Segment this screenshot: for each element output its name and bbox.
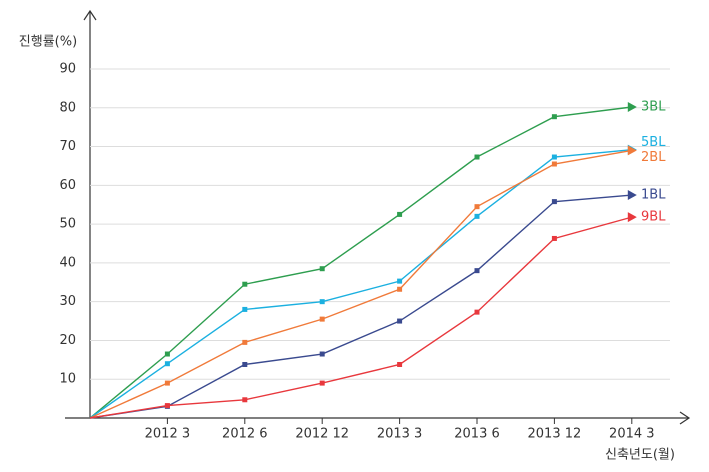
- marker: [474, 309, 480, 315]
- marker: [319, 316, 325, 322]
- series-label: 5BL: [641, 135, 666, 150]
- marker: [551, 235, 557, 241]
- series-label: 2BL: [641, 150, 666, 165]
- line: [89, 216, 632, 419]
- x-tick-label: 2013 3: [377, 427, 423, 442]
- marker: [319, 266, 325, 272]
- x-tick-label: 2014 3: [609, 427, 655, 442]
- marker: [397, 286, 403, 292]
- marker: [551, 114, 557, 120]
- x-tick-label: 2013 12: [528, 427, 582, 442]
- marker: [242, 397, 248, 403]
- marker: [164, 361, 170, 367]
- y-axis-title: 진행률(%): [19, 34, 77, 50]
- x-tick-label: 2012 12: [295, 427, 349, 442]
- x-tick-label: 2013 6: [454, 427, 500, 442]
- marker: [474, 154, 480, 160]
- y-tick-label: 30: [59, 294, 76, 309]
- marker: [397, 361, 403, 367]
- x-axis-arrow: [679, 411, 691, 425]
- marker: [319, 299, 325, 305]
- marker: [397, 318, 403, 324]
- x-tick-label: 2012 3: [145, 427, 191, 442]
- marker: [242, 339, 248, 345]
- end-arrow: [627, 145, 637, 156]
- end-arrow: [627, 190, 637, 201]
- marker: [551, 161, 557, 167]
- marker: [164, 351, 170, 357]
- marker: [397, 211, 403, 217]
- y-tick-label: 10: [59, 372, 76, 387]
- x-axis-title: 신축년도(월): [605, 448, 675, 463]
- series-label: 3BL: [641, 100, 666, 115]
- y-tick-label: 40: [59, 255, 76, 270]
- marker: [164, 380, 170, 386]
- marker: [319, 351, 325, 357]
- y-tick-label: 20: [59, 333, 76, 348]
- marker: [474, 213, 480, 219]
- x-tick-label: 2012 6: [222, 427, 268, 442]
- line: [89, 194, 632, 419]
- marker: [474, 268, 480, 274]
- line: [89, 149, 632, 419]
- y-tick-label: 90: [59, 62, 76, 77]
- y-tick-label: 60: [59, 178, 76, 193]
- end-arrow: [627, 212, 637, 223]
- marker: [397, 278, 403, 284]
- y-tick-label: 70: [59, 139, 76, 154]
- marker: [551, 154, 557, 160]
- y-tick-label: 80: [59, 100, 76, 115]
- y-axis-arrow: [83, 9, 97, 21]
- end-arrow: [627, 102, 637, 113]
- marker: [551, 199, 557, 205]
- marker: [242, 281, 248, 287]
- marker: [242, 306, 248, 312]
- line: [89, 106, 632, 419]
- line: [89, 148, 632, 419]
- y-tick-label: 50: [59, 217, 76, 232]
- marker: [319, 380, 325, 386]
- marker: [474, 204, 480, 210]
- series-label: 9BL: [641, 210, 666, 225]
- marker: [242, 361, 248, 367]
- series-label: 1BL: [641, 188, 666, 203]
- marker: [164, 403, 170, 409]
